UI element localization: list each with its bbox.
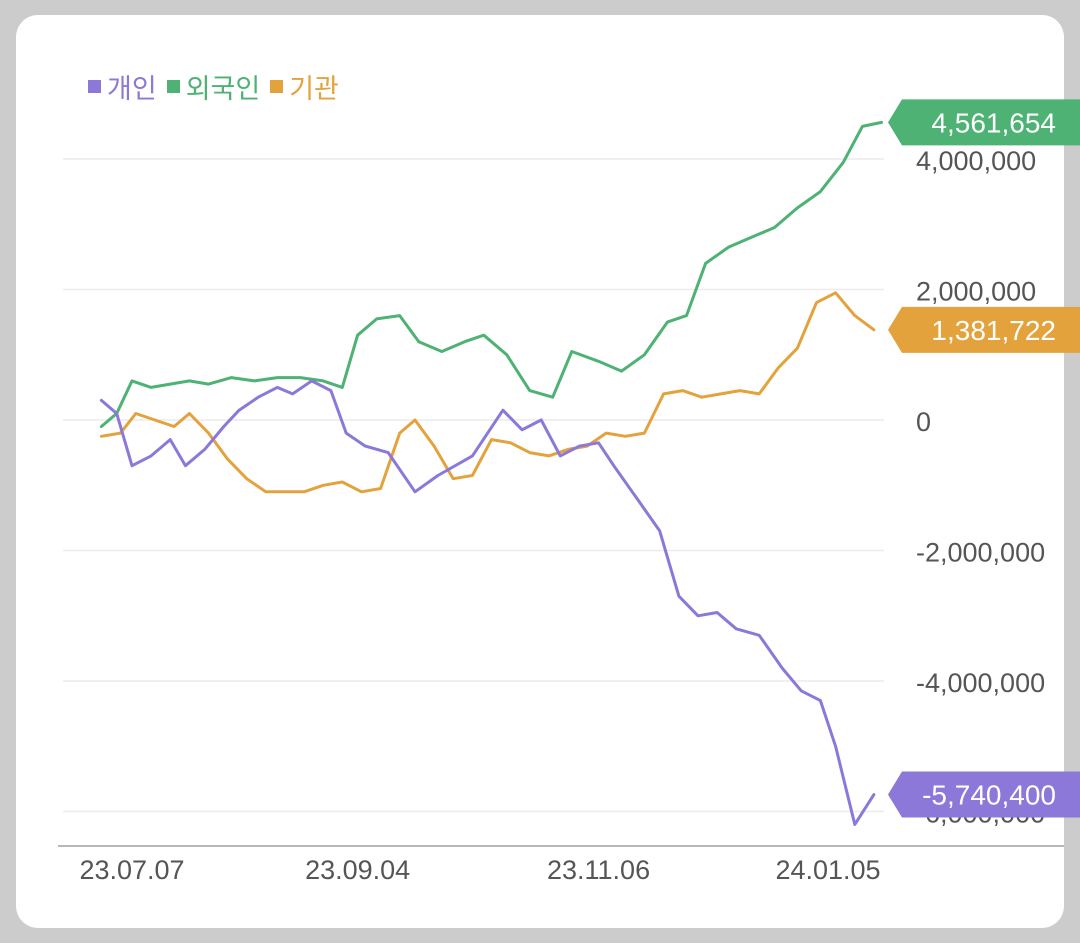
- y-axis-ticks: 4,000,0002,000,0000-2,000,000-4,000,000-…: [916, 146, 1045, 829]
- y-tick-label: 2,000,000: [916, 277, 1036, 307]
- legend-item-individual[interactable]: 개인: [88, 67, 157, 106]
- legend-swatch-institution: [270, 80, 284, 93]
- y-tick-label: 0: [916, 407, 931, 437]
- x-tick-label: 23.11.06: [547, 855, 650, 885]
- legend-swatch-individual: [88, 80, 101, 93]
- y-tick-label: -4,000,000: [916, 668, 1045, 698]
- chart-card: 개인 외국인 기관: [16, 15, 1064, 928]
- series-line-individual: [99, 379, 876, 826]
- legend-swatch-foreign: [166, 80, 180, 93]
- end-value-label-individual: -5,740,400: [922, 780, 1056, 811]
- x-axis-ticks: 23.07.07 23.09.04 23.11.06 24.01.05: [79, 855, 880, 885]
- end-value-badge-foreign: [888, 99, 1080, 146]
- y-tick-label: 4,000,000: [916, 146, 1036, 176]
- end-value-label-institution: 1,381,722: [931, 315, 1056, 346]
- series-lines: [99, 120, 883, 826]
- legend-item-foreign[interactable]: 외국인: [166, 67, 261, 106]
- legend-label-foreign: 외국인: [185, 74, 261, 104]
- end-value-label-foreign: 4,561,654: [931, 107, 1056, 138]
- y-tick-label: -2,000,000: [916, 538, 1045, 568]
- x-tick-label: 24.01.05: [775, 855, 880, 885]
- x-tick-label: 23.09.04: [305, 855, 410, 885]
- legend-item-institution[interactable]: 기관: [270, 67, 339, 106]
- end-value-badges: -5,740,400 4,561,654 1,381,722: [888, 99, 1080, 818]
- end-value-badge-institution: [888, 306, 1080, 353]
- legend-label-individual: 개인: [107, 74, 157, 104]
- series-line-foreign: [99, 120, 883, 428]
- grid-layer: [58, 158, 1064, 847]
- legend-label-institution: 기관: [289, 74, 339, 104]
- chart-legend: 개인 외국인 기관: [88, 67, 339, 106]
- end-value-badge-individual: [888, 771, 1080, 818]
- x-tick-label: 23.07.07: [79, 855, 184, 885]
- series-line-institution: [99, 291, 876, 494]
